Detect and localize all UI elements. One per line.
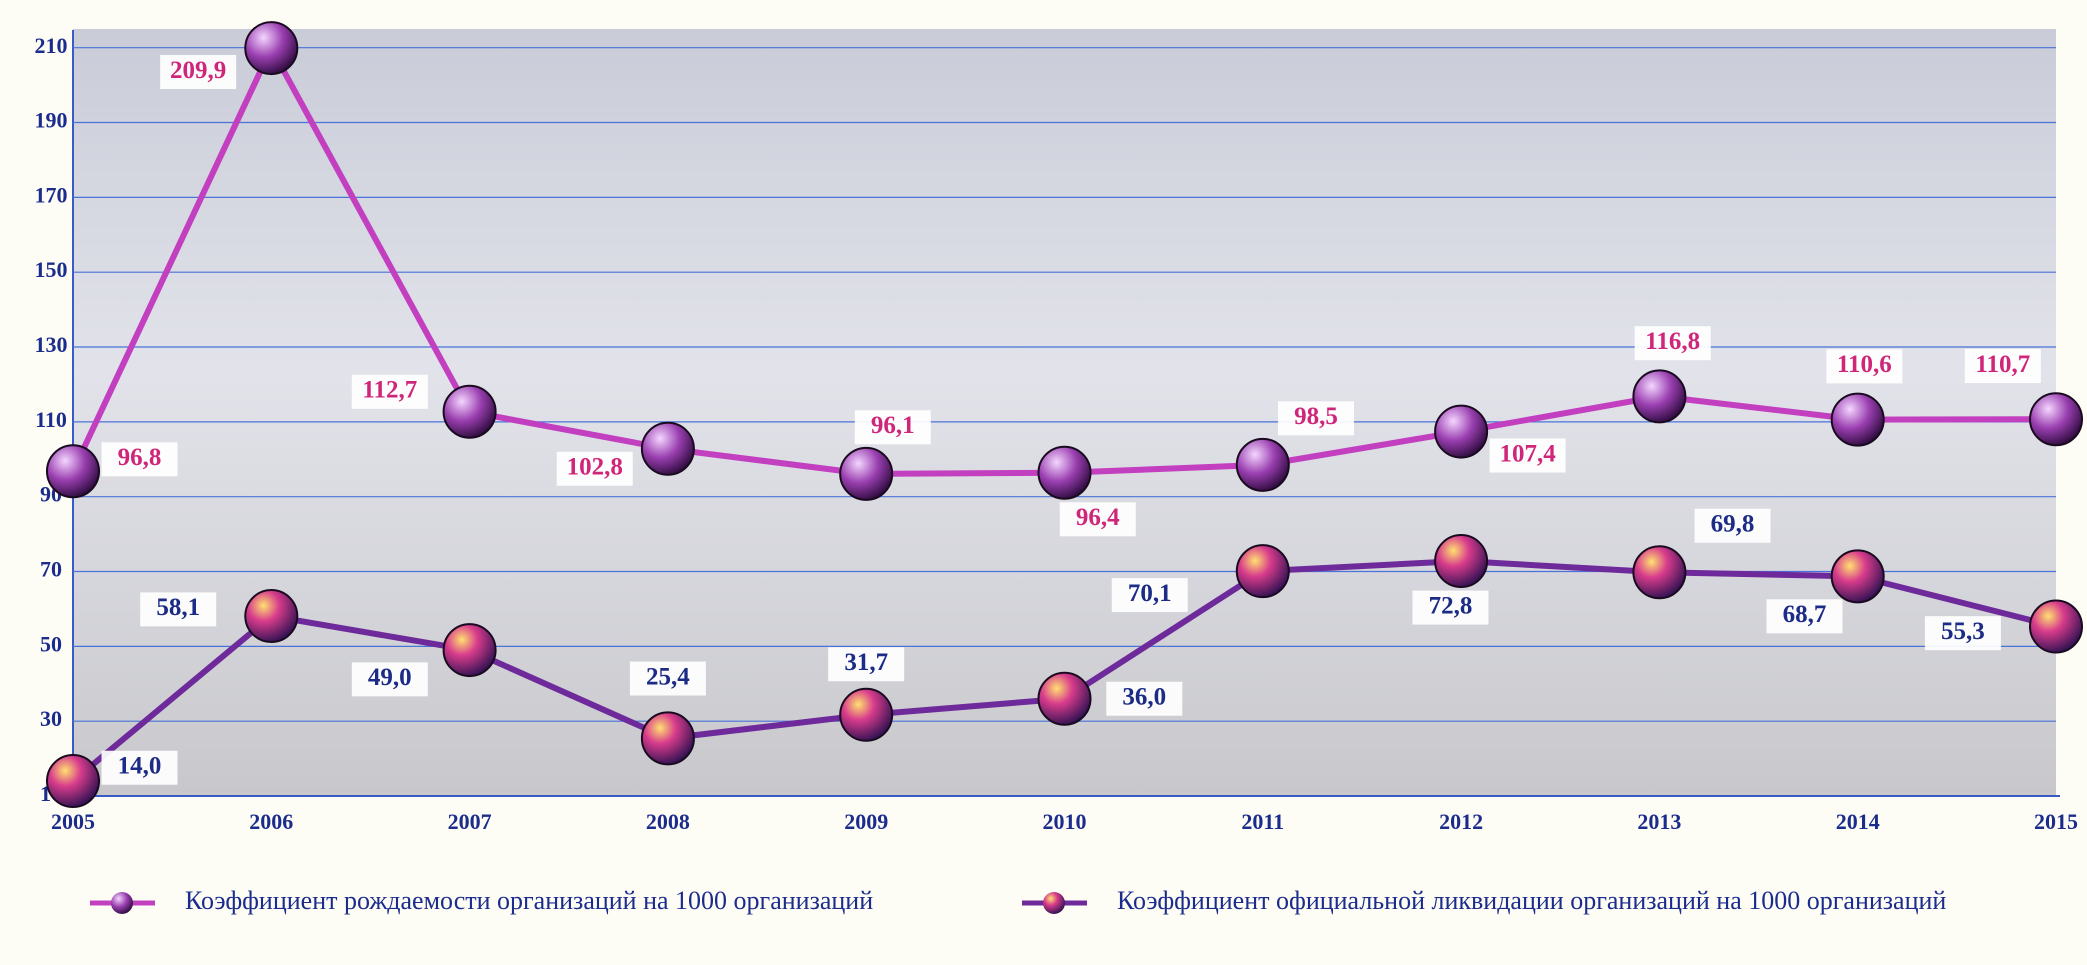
value-label-box: [1964, 349, 2041, 384]
y-tick-label: 110: [35, 407, 67, 432]
data-point: [244, 589, 299, 644]
y-tick-label: 130: [35, 332, 68, 357]
value-label: 25,4: [646, 663, 690, 690]
value-label: 70,1: [1128, 580, 1172, 607]
value-label: 110,7: [1975, 351, 2030, 378]
x-tick-label: 2012: [1439, 809, 1483, 834]
x-tick-label: 2009: [844, 809, 888, 834]
value-label-box: [854, 410, 931, 445]
legend-marker: [1043, 892, 1065, 914]
value-label-box: [1634, 326, 1711, 361]
legend: Коэффициент рождаемости организаций на 1…: [90, 886, 1946, 915]
data-point: [640, 421, 695, 476]
data-point: [1632, 545, 1687, 600]
value-label-box: [1111, 578, 1188, 613]
value-label: 209,9: [170, 57, 226, 84]
data-point: [1235, 437, 1290, 492]
value-label-box: [1106, 681, 1183, 716]
data-point: [1434, 534, 1489, 589]
data-point: [2029, 392, 2083, 447]
value-label: 110,6: [1837, 351, 1892, 378]
x-tick-label: 2008: [646, 809, 690, 834]
data-point: [46, 444, 100, 499]
x-tick-label: 2014: [1836, 809, 1880, 834]
value-label: 96,4: [1076, 504, 1120, 531]
value-label-box: [1489, 438, 1566, 473]
value-label-box: [1826, 349, 1903, 384]
x-tick-label: 2013: [1637, 809, 1681, 834]
data-point: [442, 384, 497, 439]
value-label-box: [351, 662, 428, 697]
value-label: 14,0: [118, 752, 162, 779]
value-label-box: [1694, 508, 1771, 543]
legend-label: Коэффициент официальной ликвидации орган…: [1117, 886, 1946, 915]
value-label: 69,8: [1711, 510, 1755, 537]
y-tick-label: 150: [35, 257, 68, 282]
y-tick-label: 170: [35, 182, 68, 207]
value-label-box: [629, 661, 706, 696]
x-tick-label: 2007: [448, 809, 492, 834]
value-label: 72,8: [1429, 592, 1473, 619]
data-point: [1830, 392, 1885, 447]
x-tick-label: 2010: [1043, 809, 1087, 834]
value-label: 116,8: [1645, 328, 1700, 355]
data-point: [1632, 369, 1687, 424]
data-point: [442, 623, 497, 678]
y-tick-label: 30: [40, 706, 62, 731]
value-label-box: [556, 451, 633, 486]
value-label: 98,5: [1294, 403, 1338, 430]
value-label: 49,0: [368, 664, 412, 691]
x-tick-label: 2006: [249, 809, 293, 834]
data-point: [1830, 549, 1885, 604]
y-tick-label: 210: [35, 33, 68, 58]
data-point: [839, 687, 894, 742]
value-label-box: [1766, 599, 1843, 634]
data-point: [244, 21, 299, 76]
value-label: 55,3: [1941, 618, 1985, 645]
y-tick-label: 190: [35, 108, 68, 133]
value-label: 31,7: [844, 649, 888, 676]
value-label: 36,0: [1122, 683, 1166, 710]
data-point: [46, 754, 100, 809]
x-tick-label: 2015: [2034, 809, 2078, 834]
value-label: 96,1: [871, 412, 915, 439]
value-label-box: [1059, 502, 1136, 537]
value-label-box: [828, 647, 905, 682]
data-point: [2029, 599, 2083, 654]
value-label: 58,1: [156, 594, 200, 621]
value-label-box: [1412, 590, 1489, 625]
data-point: [839, 446, 894, 501]
data-point: [1434, 404, 1489, 459]
data-point: [640, 711, 695, 766]
value-label-box: [1278, 401, 1354, 436]
value-label-box: [1924, 616, 2001, 651]
y-tick-label: 70: [40, 557, 62, 582]
value-label-box: [101, 442, 178, 477]
value-label-box: [101, 750, 178, 785]
x-tick-label: 2005: [51, 809, 95, 834]
x-tick-label: 2011: [1241, 809, 1284, 834]
value-label: 112,7: [362, 377, 417, 404]
legend-label: Коэффициент рождаемости организаций на 1…: [185, 886, 873, 915]
data-point: [1037, 445, 1092, 500]
value-label-box: [140, 592, 217, 627]
data-point: [1235, 544, 1290, 599]
value-label-box: [160, 55, 237, 90]
value-label: 96,8: [118, 444, 162, 471]
value-label: 102,8: [567, 453, 623, 480]
value-label: 107,4: [1499, 440, 1556, 467]
value-label: 68,7: [1783, 601, 1827, 628]
data-point: [1037, 671, 1092, 726]
value-label-box: [351, 374, 428, 409]
y-tick-label: 50: [40, 631, 62, 656]
legend-marker: [111, 892, 133, 914]
